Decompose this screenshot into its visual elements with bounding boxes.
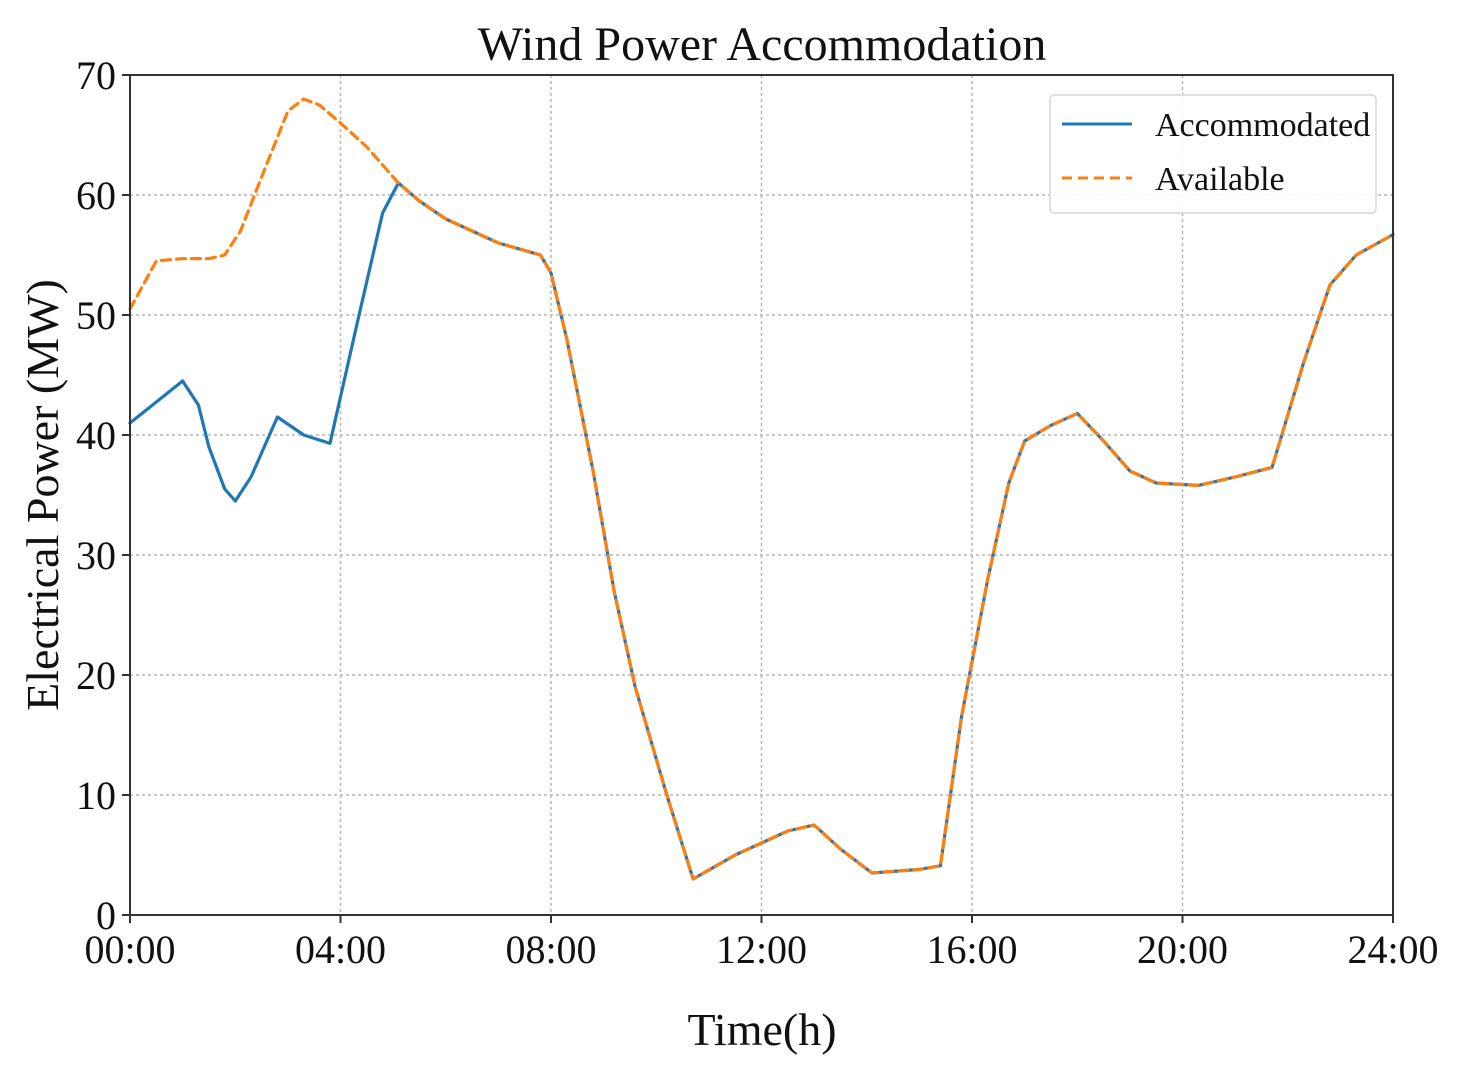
- x-tick-label: 24:00: [1347, 927, 1438, 972]
- legend-label-accommodated: Accommodated: [1155, 107, 1370, 144]
- y-tick-label: 40: [76, 413, 116, 458]
- legend: Accommodated Available: [1049, 94, 1377, 214]
- y-axis-title: Electrical Power (MW): [17, 279, 68, 711]
- x-axis: 00:00 04:00 08:00 12:00 16:00 20:00 24:00: [84, 915, 1439, 972]
- series-line-available: [128, 97, 1395, 881]
- y-tick-label: 0: [96, 893, 116, 938]
- y-axis: 0 10 20 30 40 50 60 70: [76, 53, 130, 938]
- chart-title: Wind Power Accommodation: [478, 18, 1047, 71]
- x-tick-label: 16:00: [926, 927, 1017, 972]
- y-tick-label: 60: [76, 173, 116, 218]
- y-tick-label: 50: [76, 293, 116, 338]
- y-tick-label: 20: [76, 653, 116, 698]
- x-axis-title: Time(h): [687, 1004, 836, 1055]
- y-tick-label: 30: [76, 533, 116, 578]
- x-tick-label: 12:00: [716, 927, 807, 972]
- legend-label-available: Available: [1155, 161, 1285, 198]
- x-tick-label: 04:00: [295, 927, 386, 972]
- y-tick-label: 10: [76, 773, 116, 818]
- y-tick-label: 70: [76, 53, 116, 98]
- series-layer: [128, 97, 1395, 881]
- x-tick-label: 00:00: [84, 927, 175, 972]
- x-tick-label: 08:00: [505, 927, 596, 972]
- x-tick-label: 20:00: [1137, 927, 1228, 972]
